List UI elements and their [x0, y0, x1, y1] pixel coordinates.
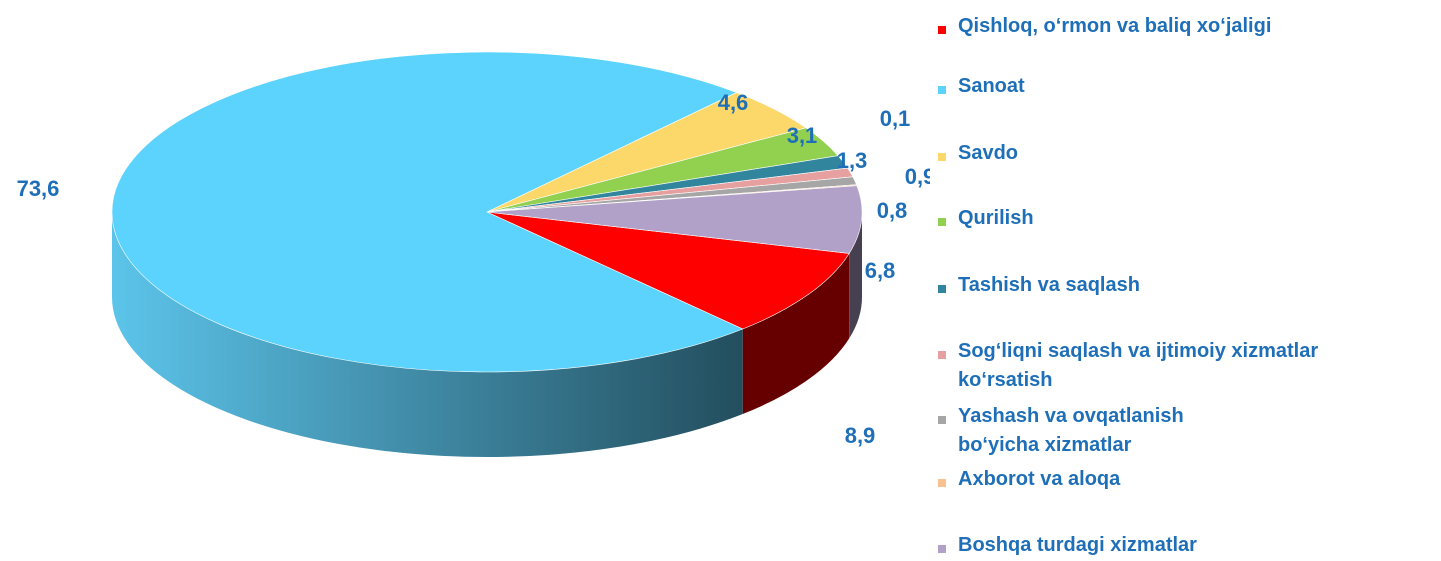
data-label: 0,8 — [877, 198, 908, 223]
legend-item: Axborot va aloqa — [938, 468, 1428, 494]
legend-label: Tashish va saqlash — [958, 274, 1140, 296]
legend-item: Yashash va ovqatlanish bo‘yicha xizmatla… — [938, 405, 1428, 460]
slice — [486, 185, 863, 254]
legend-swatch — [938, 285, 946, 293]
slice-side — [849, 212, 862, 339]
legend-swatch — [938, 153, 946, 161]
legend-item: Tashish va saqlash — [938, 274, 1428, 300]
legend-swatch — [938, 86, 946, 94]
legend-label: Qishloq, o‘rmon va baliq xo‘jaligi — [958, 15, 1272, 37]
data-label: 0,9 — [905, 164, 930, 189]
legend-swatch — [938, 479, 946, 487]
legend-label: Axborot va aloqa — [958, 468, 1121, 490]
legend-item: Sog‘liqni saqlash va ijtimoiy xizmatlar … — [938, 340, 1428, 395]
legend-item: Boshqa turdagi xizmatlar — [938, 534, 1428, 560]
slice-side — [112, 212, 743, 457]
legend-item: Qishloq, o‘rmon va baliq xo‘jaligi — [938, 15, 1428, 41]
data-label: 3,1 — [787, 123, 818, 148]
legend-label: Sog‘liqni saqlash va ijtimoiy xizmatlar … — [958, 340, 1319, 391]
legend-label: Qurilish — [958, 207, 1034, 229]
data-label: 0,1 — [880, 106, 911, 131]
data-label: 73,6 — [17, 176, 60, 201]
data-label: 4,6 — [718, 90, 749, 115]
slice — [486, 211, 850, 330]
legend-swatch — [938, 351, 946, 359]
legend-swatch — [938, 416, 946, 424]
legend-label: Sanoat — [958, 75, 1025, 97]
legend-item: Savdo — [938, 142, 1428, 168]
legend-label: Savdo — [958, 142, 1019, 164]
data-label: 6,8 — [865, 258, 896, 283]
chart: 8,9 73,6 4,6 3,1 1,3 0,9 0,8 0,1 6,8 — [17, 51, 930, 457]
legend-swatch — [938, 218, 946, 226]
legend-item: Sanoat — [938, 75, 1428, 101]
legend-label: Yashash va ovqatlanish bo‘yicha xizmatla… — [958, 405, 1184, 456]
data-label: 1,3 — [837, 148, 868, 173]
legend-label: Boshqa turdagi xizmatlar — [958, 534, 1197, 556]
legend-swatch — [938, 545, 946, 553]
legend-item: Qurilish — [938, 207, 1428, 233]
data-label: 8,9 — [845, 423, 876, 448]
slice-side — [742, 253, 850, 415]
slice — [111, 51, 744, 373]
legend-swatch — [938, 26, 946, 34]
